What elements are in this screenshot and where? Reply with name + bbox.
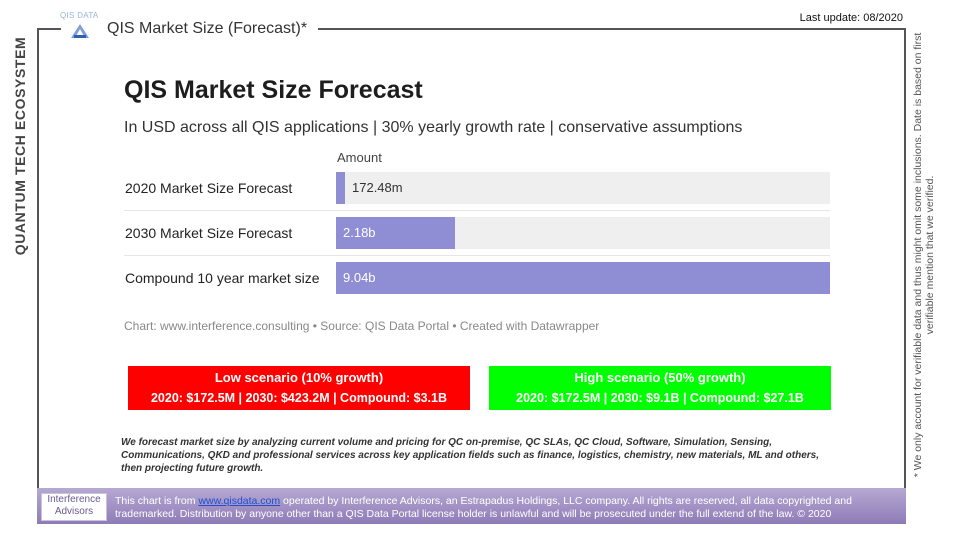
logo-line-2: Advisors xyxy=(54,506,94,517)
bar-track: 2.18b xyxy=(336,217,830,249)
frame-right-line xyxy=(904,28,906,488)
qis-data-logo[interactable]: QIS DATA xyxy=(60,11,110,38)
bar-value-label: 172.48m xyxy=(352,180,403,195)
high-scenario-values: 2020: $172.5M | 2030: $9.1B | Compound: … xyxy=(516,391,804,405)
high-scenario-box: High scenario (50% growth) 2020: $172.5M… xyxy=(489,366,831,410)
qis-logo-icon xyxy=(71,24,89,38)
low-scenario-values: 2020: $172.5M | 2030: $423.2M | Compound… xyxy=(150,391,447,405)
footer-bar: Interference Advisors This chart is from… xyxy=(37,488,906,524)
ecosystem-vertical-label: QUANTUM TECH ECOSYSTEM xyxy=(12,36,28,256)
frame-top-line xyxy=(318,28,904,30)
bar-category-label: Compound 10 year market size xyxy=(125,270,320,286)
chart-subtitle: In USD across all QIS applications | 30%… xyxy=(124,119,743,136)
row-separator xyxy=(124,210,830,211)
logo-line-1: Interference xyxy=(47,494,101,505)
disclaimer-prefix: This chart is from xyxy=(115,495,199,507)
methodology-note: We forecast market size by analyzing cur… xyxy=(121,437,820,474)
page-title: QIS Market Size (Forecast)* xyxy=(107,20,308,37)
interference-advisors-logo[interactable]: Interference Advisors xyxy=(41,493,107,521)
bar-track: 172.48m xyxy=(336,172,830,204)
chart-source-footer: Chart: www.interference.consulting • Sou… xyxy=(124,319,600,333)
logo-text: QIS DATA xyxy=(60,11,99,20)
frame-top-line xyxy=(37,28,61,30)
low-scenario-title: Low scenario (10% growth) xyxy=(214,370,384,385)
bar-category-label: 2030 Market Size Forecast xyxy=(125,225,293,241)
bar xyxy=(336,172,345,204)
bar-track: 9.04b xyxy=(336,262,830,294)
copyright-disclaimer: This chart is from www.qisdata.com opera… xyxy=(115,495,895,521)
bar-value-label: 2.18b xyxy=(343,225,376,240)
bar-value-label: 9.04b xyxy=(343,270,376,285)
side-footnote: * We only account for verifiable data an… xyxy=(912,32,936,478)
last-update-label: Last update: 08/2020 xyxy=(799,12,903,24)
low-scenario-box: Low scenario (10% growth) 2020: $172.5M … xyxy=(128,366,470,410)
row-separator xyxy=(124,255,830,256)
column-header: Amount xyxy=(337,150,382,165)
chart-title: QIS Market Size Forecast xyxy=(124,76,423,104)
frame-left-line xyxy=(37,28,39,488)
high-scenario-title: High scenario (50% growth) xyxy=(574,370,746,385)
bar-category-label: 2020 Market Size Forecast xyxy=(125,180,293,196)
disclaimer-suffix: operated by Interference Advisors, an Es… xyxy=(115,495,852,520)
bar xyxy=(336,217,455,249)
bar xyxy=(336,262,830,294)
qisdata-link[interactable]: www.qisdata.com xyxy=(198,495,281,507)
